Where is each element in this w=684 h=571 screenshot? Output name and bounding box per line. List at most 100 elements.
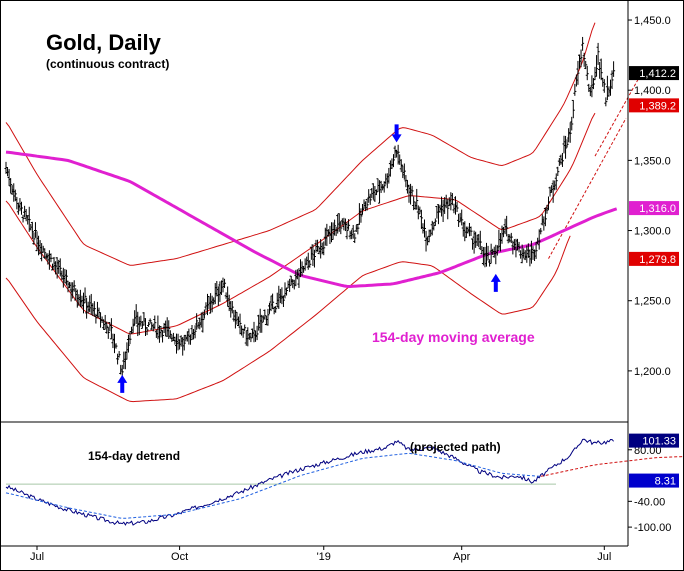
ohlc-bar [148,318,152,324]
ohlc-bar [13,189,17,202]
price-label-bg [629,251,679,266]
ohlc-bar [182,335,186,351]
ohlc-bar [469,226,473,236]
ohlc-bar [359,208,363,223]
detrend-value-label-bg [629,433,679,448]
ohlc-bar [106,327,110,339]
ohlc-bar [599,58,603,81]
lower-band [5,235,571,403]
x-tick-label: Jul [30,551,44,563]
detrend-layer [5,438,684,526]
ohlc-bar [353,233,357,244]
projection-lower [548,118,627,259]
ohlc-bar [351,224,355,239]
ohlc-bar [602,79,606,93]
ohlc-bar [570,116,574,131]
price-bar-layer [4,36,616,378]
ohlc-bar [285,287,289,296]
x-tick-label: Jul [597,551,611,563]
ohlc-bar [193,325,197,339]
ohlc-bar [105,321,109,334]
ohlc-bar [161,330,165,343]
ohlc-bar [478,230,482,251]
ohlc-bar [58,258,62,277]
ohlc-bar [43,248,47,259]
chart-subtitle: (continuous contract) [46,57,169,71]
detrend-value-label-bg [629,473,679,488]
ohlc-bar [581,36,585,51]
ohlc-bar [322,241,326,256]
detrend-series-projected-path [540,456,684,477]
ohlc-bar [238,313,242,335]
ohlc-bar [230,300,234,314]
ohlc-bar [460,209,464,226]
y-tick-label: 1,350.0 [634,155,671,167]
ohlc-bar [495,245,499,256]
ohlc-bar [410,185,414,197]
y-tick-label: 1,450.0 [634,15,671,27]
price-label-bg [629,201,679,216]
cycle-arrow-down-icon [391,124,402,143]
ohlc-bar [565,139,569,148]
ohlc-bar [450,193,454,206]
moving-average-label: 154-day moving average [372,329,535,345]
detrend-value-label: 8.31 [629,473,679,488]
ohlc-bar [554,173,558,190]
ohlc-bar [72,280,76,292]
ohlc-bar [49,253,53,263]
ohlc-bar [488,259,492,267]
ohlc-bar [455,201,459,212]
ohlc-bar [312,249,316,268]
ohlc-bar [131,318,135,334]
ohlc-bar [33,222,37,238]
ohlc-bar [433,218,437,226]
ohlc-bar [109,318,113,340]
ohlc-bar [427,229,431,243]
ohlc-bar [20,201,23,215]
ohlc-bar [333,219,337,236]
ohlc-bar [223,278,227,289]
ohlc-bar [308,260,312,268]
ohlc-bar [117,351,121,358]
ohlc-bar [64,269,68,286]
ohlc-bar [610,70,614,90]
ohlc-bar [582,52,586,67]
ohlc-bar [547,196,550,210]
ohlc-bar [274,305,278,313]
cycle-marker-layer [117,124,501,393]
detrend-tick-label: 80.00 [634,445,662,457]
ohlc-bar [402,163,406,180]
ohlc-bar [539,227,543,235]
chart-title: Gold, Daily [46,30,162,55]
ohlc-bar [128,331,132,345]
ohlc-bar [545,204,549,214]
ohlc-bar [243,324,247,332]
y-tick-label: 1,300.0 [634,226,671,238]
upper-band [5,22,596,266]
ohlc-bar [584,60,588,70]
ohlc-bar [595,55,599,77]
ohlc-bar [345,222,349,240]
ohlc-bar [591,78,595,90]
price-label: 1,316.0 [629,201,679,216]
y-tick-label: 1,400.0 [634,85,671,97]
ohlc-bar [126,334,130,353]
ohlc-bar [27,206,31,232]
ohlc-bar [288,278,292,292]
ohlc-bar [188,334,192,345]
ohlc-bar [564,135,568,159]
value-label-layer: 1,412.2 1,389.2 1,316.0 1,279.8 101.33 8.31 [629,66,679,488]
ohlc-bar [396,144,400,165]
ohlc-bar [30,221,34,239]
ohlc-bar [167,320,171,340]
ohlc-bar [509,232,513,244]
ohlc-bar [556,166,560,177]
ohlc-bar [241,328,245,338]
price-label: 1,389.2 [629,98,679,113]
ohlc-bar [32,232,36,245]
ohlc-bar [153,315,157,329]
price-label-text: 1,389.2 [639,100,676,112]
ohlc-bar [419,209,423,229]
